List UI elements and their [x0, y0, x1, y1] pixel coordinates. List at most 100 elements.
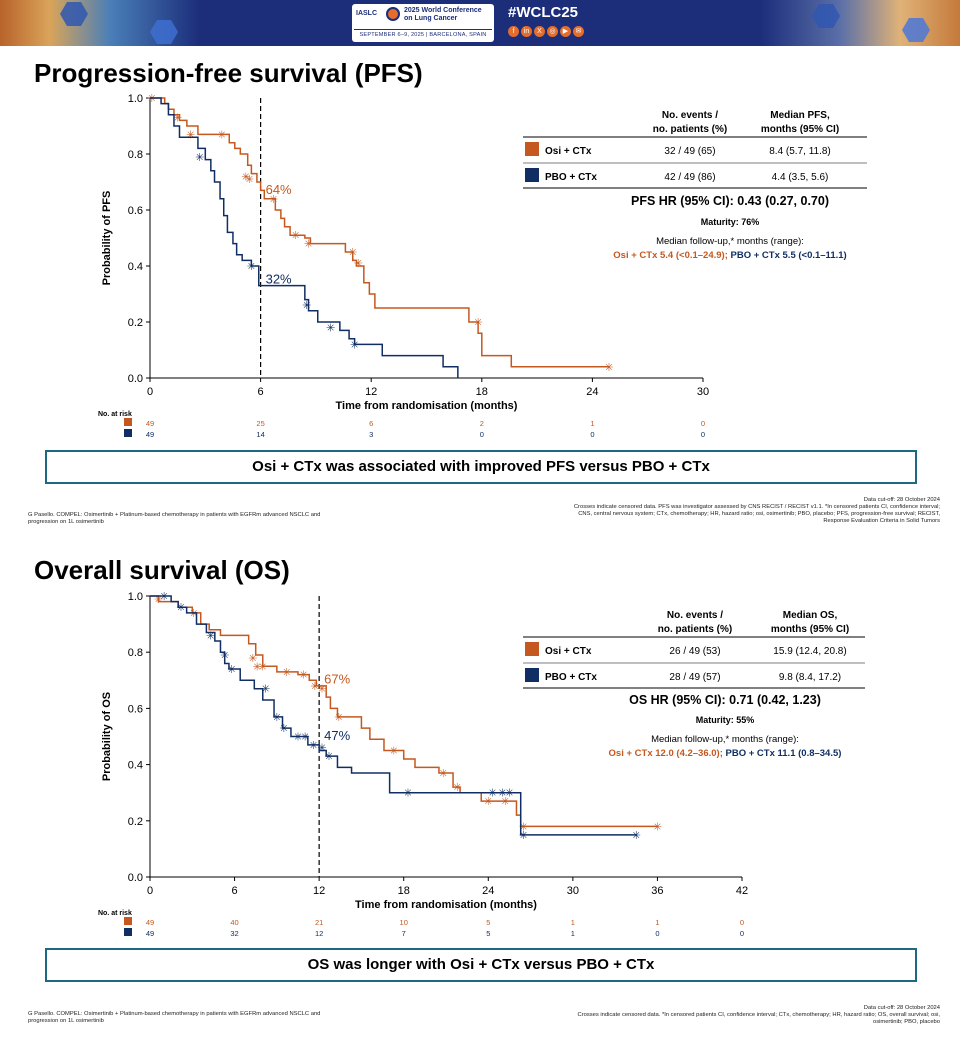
os-hazard-ratio: OS HR (95% CI): 0.71 (0.42, 1.23): [629, 693, 821, 707]
events-header-line2: no. patients (%): [653, 124, 727, 135]
y-tick-label: 0.8: [128, 647, 143, 659]
os-followup-pbo: PBO + CTx 11.1 (0.8–34.5): [726, 748, 842, 759]
pbo-censor-mark: ✳: [309, 740, 318, 752]
y-tick-label: 0.4: [128, 261, 143, 273]
os-summary-table: No. events / no. patients (%) Median OS,…: [523, 610, 865, 759]
pbo-censor-mark: ✳: [324, 751, 333, 763]
pbo-censor-mark: ✳: [505, 788, 514, 800]
osi-censor-mark: ✳: [453, 782, 462, 794]
osi-at-risk-value: 5: [486, 918, 490, 927]
y-tick-label: 0.6: [128, 703, 143, 715]
os-km-chart: 0.0 0.2 0.4 0.6 0.8 1.0 0 6 12 18 24 30 36 42 Time fro…: [98, 591, 748, 938]
facebook-icon[interactable]: f: [508, 26, 519, 37]
wechat-icon[interactable]: ✉: [573, 26, 584, 37]
y-tick-label: 0.0: [128, 872, 143, 884]
osi-legend-label: Osi + CTx: [545, 646, 592, 657]
pbo-censor-mark: ✳: [272, 712, 281, 724]
osi-censor-mark: ✳: [291, 230, 300, 242]
at-risk-label: No. at risk: [98, 910, 132, 917]
osi-censor-mark: ✳: [173, 113, 182, 125]
pbo-legend-swatch: [525, 668, 539, 682]
x-tick-label: 42: [736, 885, 748, 897]
x-icon[interactable]: X: [534, 26, 545, 37]
social-icons: f in X ◎ ▶ ✉: [508, 26, 586, 38]
osi-censor-mark: ✳: [604, 362, 613, 374]
osi-events: 32 / 49 (65): [664, 146, 715, 157]
pbo-legend-label: PBO + CTx: [545, 172, 597, 183]
pbo-censor-mark: ✳: [300, 732, 309, 744]
osi-at-risk-value: 1: [655, 918, 659, 927]
pbo-censor-mark: ✳: [519, 830, 528, 842]
pbo-at-risk-swatch: [124, 429, 132, 437]
y-tick-label: 0.2: [128, 317, 143, 329]
instagram-icon[interactable]: ◎: [547, 26, 558, 37]
os-footer-notes: Data cut-off: 28 October 2024 Crosses in…: [560, 1005, 940, 1026]
osi-at-risk-value: 0: [740, 918, 744, 927]
hashtag: #WCLC25: [508, 4, 579, 21]
os-followup-values: Osi + CTx 12.0 (4.2–36.0); PBO + CTx 11.…: [609, 748, 842, 759]
pbo-censor-mark: ✳: [488, 788, 497, 800]
pbo-at-risk-value: 1: [571, 929, 575, 938]
pfs-followup-label: Median follow-up,* months (range):: [656, 236, 804, 247]
pbo-censor-mark: ✳: [220, 650, 229, 662]
pbo-at-risk-value: 32: [230, 929, 238, 938]
osi-censor-mark: ✳: [317, 684, 326, 696]
pfs-followup-pbo: PBO + CTx 5.5 (<0.1–11.1): [731, 250, 847, 261]
y-axis-title: Probability of PFS: [101, 191, 113, 286]
pbo-censor-mark: ✳: [293, 732, 302, 744]
osi-censor-mark: ✳: [217, 129, 226, 141]
pbo-censor-mark: ✳: [195, 152, 204, 164]
osi-at-risk-value: 49: [146, 419, 154, 428]
pfs-footer-citation: G Pasello. COMPEL: Osimertinib + Platinu…: [28, 512, 321, 525]
median-header-line2: months (95% CI): [761, 124, 839, 135]
osi-percent-label: 67%: [324, 672, 350, 687]
osi-at-risk-value: 1: [571, 918, 575, 927]
osi-censor-mark: ✳: [519, 821, 528, 833]
banner-right-image: [760, 0, 960, 46]
osi-censor-mark: ✳: [354, 258, 363, 270]
osi-events: 26 / 49 (53): [669, 646, 720, 657]
events-header-line1: No. events /: [662, 110, 718, 121]
linkedin-icon[interactable]: in: [521, 26, 532, 37]
pbo-censor-mark: ✳: [176, 602, 185, 614]
pbo-censor-mark: ✳: [159, 591, 168, 603]
pfs-followup-osi: Osi + CTx 5.4 (<0.1–24.9);: [613, 250, 728, 261]
osi-censor-mark: ✳: [245, 174, 254, 186]
youtube-icon[interactable]: ▶: [560, 26, 571, 37]
os-followup-osi: Osi + CTx 12.0 (4.2–36.0);: [609, 748, 723, 759]
pbo-at-risk-swatch: [124, 928, 132, 936]
pbo-censor-mark: ✳: [317, 743, 326, 755]
y-tick-label: 1.0: [128, 591, 143, 603]
pbo-censor-mark: ✳: [261, 684, 270, 696]
x-tick-label: 30: [697, 386, 709, 398]
osi-median: 8.4 (5.7, 11.8): [769, 146, 831, 157]
pbo-censor-mark: ✳: [326, 323, 335, 335]
pbo-censor-mark: ✳: [227, 664, 236, 676]
osi-at-risk-value: 40: [230, 918, 238, 927]
pbo-censor-mark: ✳: [350, 339, 359, 351]
pfs-followup-values: Osi + CTx 5.4 (<0.1–24.9); PBO + CTx 5.5…: [613, 250, 846, 261]
y-tick-label: 1.0: [128, 93, 143, 105]
at-risk-label: No. at risk: [98, 411, 132, 418]
org-name: IASLC: [356, 10, 377, 17]
osi-at-risk-value: 6: [369, 419, 373, 428]
pfs-summary-table: No. events / no. patients (%) Median PFS…: [523, 110, 867, 261]
pbo-at-risk-value: 5: [486, 929, 490, 938]
x-tick-label: 36: [651, 885, 663, 897]
y-tick-label: 0.2: [128, 816, 143, 828]
osi-censor-mark: ✳: [299, 670, 308, 682]
median-header-line1: Median PFS,: [770, 110, 830, 121]
x-tick-label: 6: [258, 386, 264, 398]
os-maturity: Maturity: 55%: [696, 715, 755, 725]
osi-censor-mark: ✳: [348, 247, 357, 259]
pbo-events: 42 / 49 (86): [664, 172, 715, 183]
conference-dates: SEPTEMBER 6–9, 2025 | BARCELONA, SPAIN: [354, 29, 492, 38]
y-tick-label: 0.8: [128, 149, 143, 161]
osi-censor-mark: ✳: [147, 93, 156, 105]
events-header-line1: No. events /: [667, 610, 723, 621]
os-title: Overall survival (OS): [34, 555, 290, 585]
osi-at-risk-value: 10: [400, 918, 408, 927]
pbo-censor-mark: ✳: [498, 788, 507, 800]
y-axis-title: Probability of OS: [101, 692, 113, 781]
osi-censor-mark: ✳: [189, 608, 198, 620]
